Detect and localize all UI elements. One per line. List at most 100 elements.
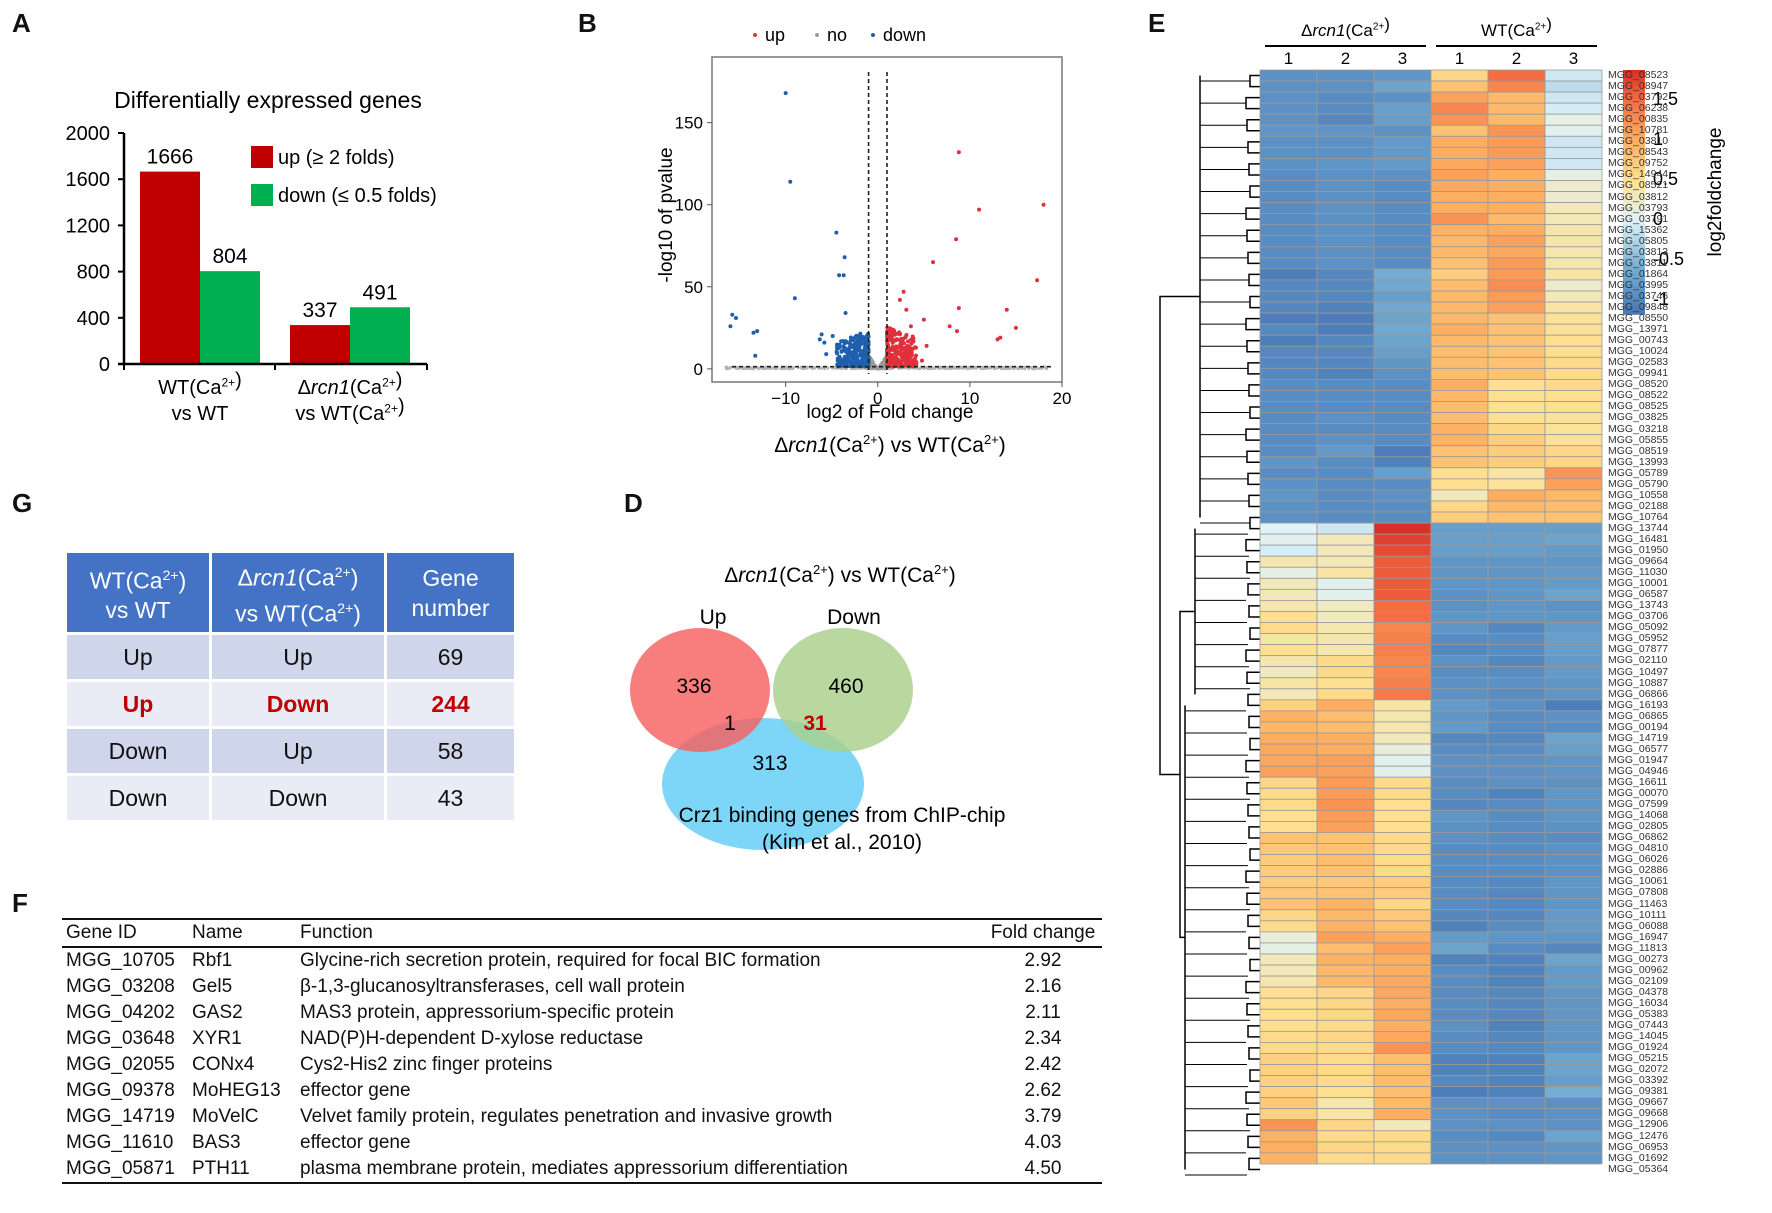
point-up bbox=[905, 360, 910, 365]
heatmap-cell bbox=[1259, 721, 1318, 734]
heatmap-cell bbox=[1487, 975, 1546, 988]
heatmap-cell bbox=[1373, 334, 1432, 347]
row-label: MGG_07808 bbox=[1608, 886, 1669, 899]
data-label: 1666 bbox=[147, 146, 194, 169]
heatmap-cell bbox=[1259, 367, 1318, 380]
point-down bbox=[847, 350, 852, 355]
colorbar-tick-label: 1.5 bbox=[1653, 89, 1678, 109]
heatmap-cell bbox=[1259, 246, 1318, 259]
heatmap-cell bbox=[1373, 367, 1432, 380]
point-down bbox=[841, 344, 846, 349]
heatmap-cell bbox=[1430, 246, 1489, 259]
point-down bbox=[834, 230, 839, 235]
dendrogram-branch bbox=[1249, 627, 1260, 640]
heatmap-cell bbox=[1430, 577, 1489, 590]
row-label: MGG_05364 bbox=[1608, 1162, 1669, 1175]
heatmap-cell bbox=[1487, 732, 1546, 745]
heatmap-cell bbox=[1316, 1108, 1375, 1121]
heatmap-cell bbox=[1316, 445, 1375, 458]
heatmap-cell bbox=[1316, 920, 1375, 933]
heatmap-cell bbox=[1430, 80, 1489, 93]
heatmap-cell bbox=[1487, 334, 1546, 347]
heatmap-cell bbox=[1544, 522, 1603, 535]
heatmap-cell bbox=[1430, 1053, 1489, 1065]
heatmap-cell bbox=[1544, 124, 1603, 137]
point-no bbox=[801, 367, 804, 371]
heatmap-cell bbox=[1373, 920, 1432, 933]
heatmap: Δrcn1(Ca2+) 1 2 3 WT(Ca2+) 1 2 3 1.5 1 0.5 0 -0.5 -1… bbox=[1159, 15, 1726, 1176]
row-label: MGG_06587 bbox=[1608, 588, 1669, 601]
heatmap-cell bbox=[1373, 1141, 1432, 1154]
dendrogram-branch bbox=[1247, 141, 1260, 154]
row-label: MGG_06238 bbox=[1608, 102, 1669, 115]
heatmap-cell bbox=[1316, 743, 1375, 756]
cell-wt: Up bbox=[67, 682, 209, 727]
column-label: 2 bbox=[1512, 49, 1521, 68]
heatmap-cell bbox=[1316, 1030, 1375, 1043]
colorbar-segment bbox=[1623, 240, 1645, 246]
heatmap-cell bbox=[1544, 809, 1603, 822]
colorbar-segment bbox=[1623, 196, 1645, 201]
heatmap-cell bbox=[1487, 1064, 1546, 1076]
point-no bbox=[870, 358, 874, 362]
cell-name: Gel5 bbox=[192, 976, 233, 997]
point-up bbox=[889, 330, 894, 335]
heatmap-cell bbox=[1544, 1141, 1603, 1154]
heatmap-cell bbox=[1430, 666, 1489, 679]
point-up bbox=[898, 349, 903, 354]
row-label: MGG_12906 bbox=[1608, 1118, 1669, 1131]
heatmap-cell bbox=[1487, 666, 1546, 679]
heatmap-cell bbox=[1487, 843, 1546, 855]
heatmap-cell bbox=[1373, 1119, 1432, 1132]
colorbar-segment bbox=[1623, 78, 1645, 83]
row-label: MGG_02805 bbox=[1608, 820, 1669, 833]
heatmap-cell bbox=[1259, 677, 1318, 690]
dendrogram-branch bbox=[1248, 715, 1260, 729]
heatmap-cell bbox=[1544, 787, 1603, 800]
heatmap-cell bbox=[1259, 434, 1318, 447]
heatmap-cell bbox=[1316, 544, 1375, 557]
point-no bbox=[965, 367, 969, 371]
heatmap-cell bbox=[1544, 854, 1603, 866]
row-label: MGG_16193 bbox=[1608, 698, 1669, 711]
cell-gene-id: MGG_14719 bbox=[66, 1106, 175, 1127]
point-no bbox=[1037, 367, 1041, 370]
colorbar-segment bbox=[1623, 110, 1645, 116]
heatmap-cell bbox=[1259, 423, 1318, 436]
heatmap-cell bbox=[1544, 191, 1603, 204]
heatmap-cell bbox=[1487, 699, 1546, 712]
point-up bbox=[904, 348, 909, 353]
heatmap-cell bbox=[1487, 1141, 1546, 1154]
heatmap-cell bbox=[1259, 920, 1318, 933]
heatmap-cell bbox=[1430, 588, 1489, 601]
heatmap-cell bbox=[1316, 975, 1375, 988]
point-no bbox=[1006, 367, 1010, 371]
heatmap-cell bbox=[1544, 577, 1603, 590]
heatmap-cell bbox=[1544, 511, 1603, 524]
heatmap-cell bbox=[1373, 577, 1432, 590]
heatmap-cell bbox=[1373, 478, 1432, 491]
heatmap-cell bbox=[1487, 191, 1546, 204]
heatmap-cell bbox=[1259, 1042, 1318, 1054]
cell-wt: Up bbox=[67, 635, 209, 680]
dendrogram-branch bbox=[1248, 936, 1260, 950]
heatmap-cell bbox=[1430, 710, 1489, 723]
gene-function-table: Gene ID Name Function Fold change MGG_10… bbox=[62, 918, 1102, 1184]
dendrogram-branch bbox=[1246, 339, 1260, 353]
heatmap-cell bbox=[1316, 600, 1375, 612]
column-group-label: WT(Ca2+) bbox=[1481, 15, 1552, 40]
heatmap-cell bbox=[1430, 1075, 1489, 1088]
heatmap-cell bbox=[1430, 997, 1489, 1010]
cell-name: MoVelC bbox=[192, 1106, 259, 1127]
colorbar-segment bbox=[1623, 187, 1645, 193]
heatmap-cell bbox=[1487, 445, 1546, 458]
table-row: MGG_11610 BAS3 effector gene 4.03 bbox=[62, 1130, 1102, 1156]
heatmap-cell bbox=[1259, 235, 1318, 248]
chart-subtitle: Δrcn1(Ca2+) vs WT(Ca2+) bbox=[774, 432, 1006, 457]
heatmap-cell bbox=[1259, 1075, 1318, 1088]
colorbar-segment bbox=[1623, 220, 1645, 226]
colorbar-segment bbox=[1623, 236, 1645, 242]
heatmap-cell bbox=[1487, 997, 1546, 1010]
heatmap-cell bbox=[1259, 909, 1318, 922]
heatmap-cell bbox=[1430, 942, 1489, 955]
